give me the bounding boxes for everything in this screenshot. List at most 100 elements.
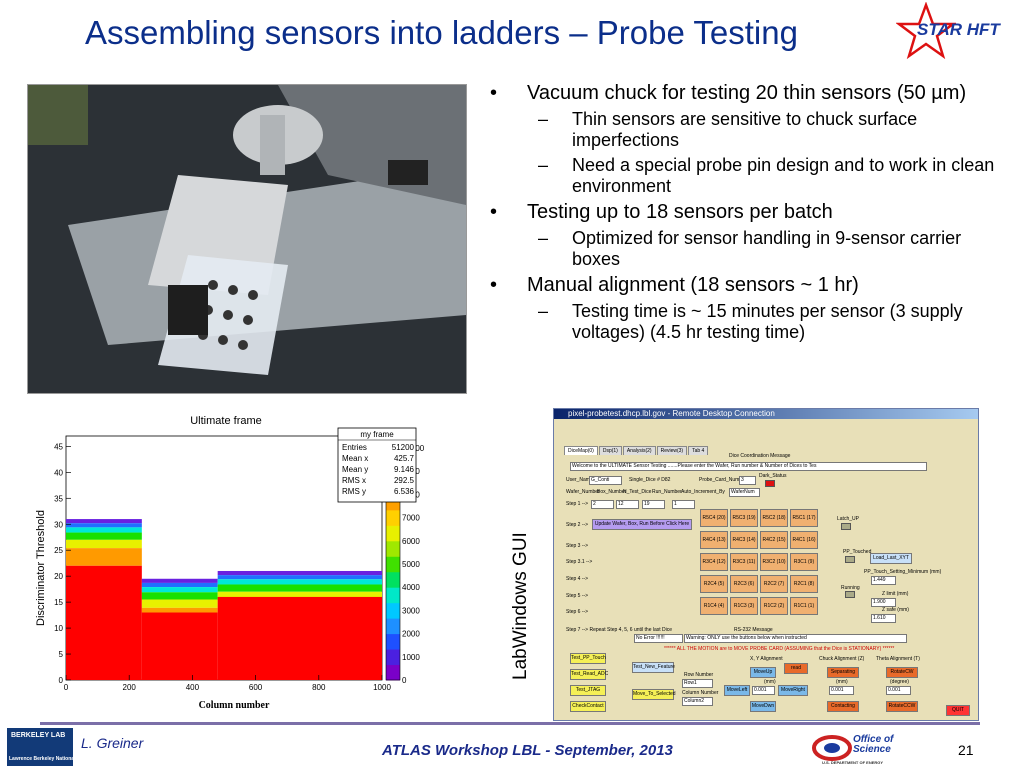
histogram-band [66, 565, 142, 680]
histogram-band [141, 587, 218, 593]
run-number-field[interactable]: 1 [672, 500, 695, 509]
move-right-button[interactable]: MoveRight [778, 685, 808, 696]
histogram-band [66, 523, 142, 528]
dice-button[interactable]: R4C4 (13) [700, 531, 728, 549]
dice-button[interactable]: R1C3 (3) [730, 597, 758, 615]
xy-step-field[interactable]: 0.001 [752, 686, 775, 695]
auto-increment-label: Auto_Increment_By [681, 489, 725, 495]
contacting-button[interactable]: Contacting [827, 701, 859, 712]
palette-swatch [386, 556, 400, 573]
y-tick-label: 10 [54, 624, 63, 633]
user-name-label: User_Name [566, 477, 593, 483]
dice-button[interactable]: R4C2 (15) [760, 531, 788, 549]
read-button[interactable]: read [784, 663, 808, 674]
stats-value: 9.146 [394, 465, 415, 474]
doe-title-line-2: Science [853, 744, 891, 755]
z-safe-field[interactable]: 1.610 [871, 614, 896, 623]
dice-button[interactable]: R3C2 (10) [760, 553, 788, 571]
dice-button[interactable]: R2C2 (7) [760, 575, 788, 593]
box-number-field[interactable]: 12 [616, 500, 639, 509]
z-tick-label: 6000 [402, 537, 420, 546]
dice-button[interactable]: R1C2 (2) [760, 597, 788, 615]
palette-swatch [386, 571, 400, 588]
column-number-field[interactable]: Column2 [682, 697, 713, 706]
histogram-band [217, 575, 382, 580]
box-num-label: Box_Number [597, 489, 627, 495]
dice-button[interactable]: R4C1 (16) [790, 531, 818, 549]
tab-review[interactable]: Review(3) [656, 446, 688, 455]
auto-increment-field[interactable]: WaferNum [729, 488, 760, 497]
dice-button[interactable]: R5C4 (20) [700, 509, 728, 527]
step4-label: Step 4 --> [566, 576, 589, 582]
stats-label: Mean x [342, 454, 368, 463]
dark-status-label: Dark_Status [759, 473, 787, 479]
theta-step-field[interactable]: 0.001 [886, 686, 911, 695]
test-jtag-button[interactable]: Test_JTAG [570, 685, 606, 696]
move-to-selected-button[interactable]: Move_To_Selected [632, 689, 676, 700]
palette-swatch [386, 540, 400, 557]
dice-button[interactable]: R3C3 (11) [730, 553, 758, 571]
test-new-feature-button[interactable]: Test_New_Feature [632, 662, 675, 673]
test-read-adc-button[interactable]: Test_Read_ADC [570, 669, 608, 680]
histogram-band [66, 532, 142, 540]
pp-touched-label: PP_Touched [843, 549, 872, 555]
user-name-field[interactable]: G_Conti [589, 476, 622, 485]
load-last-xyt-button[interactable]: Load_Last_XYT [870, 553, 912, 564]
berkeley-lab-logo-text: Lawrence Berkeley National Laboratory [9, 756, 103, 762]
dice-button[interactable]: R2C3 (6) [730, 575, 758, 593]
probe-card-field[interactable]: 3 [739, 476, 756, 485]
y-tick-label: 0 [59, 676, 64, 685]
z-step-field[interactable]: 0.001 [829, 686, 854, 695]
z-tick-label: 3000 [402, 606, 420, 615]
y-tick-label: 45 [54, 442, 63, 451]
dice-button[interactable]: R3C1 (9) [790, 553, 818, 571]
sub-bullet-item: Need a special probe pin design and to w… [490, 155, 1010, 197]
bullet-item: Vacuum chuck for testing 20 thin sensors… [490, 82, 1010, 105]
wafer-num-label: Wafer_Number [566, 489, 600, 495]
dice-button[interactable]: R4C3 (14) [730, 531, 758, 549]
tab-4[interactable]: Tab 4 [688, 446, 709, 455]
histogram-band [141, 607, 218, 613]
rotate-cw-button[interactable]: RotateCW [886, 667, 918, 678]
dice-button[interactable]: R5C2 (18) [760, 509, 788, 527]
z-tick-label: 7000 [402, 514, 420, 523]
dice-button[interactable]: R2C4 (5) [700, 575, 728, 593]
labwindows-gui-window: pixel-probetest.dhcp.lbl.gov - Remote De… [553, 408, 979, 721]
step7-label: Step 7 --> Repeat Step 4, 5, 6 until the… [566, 627, 673, 633]
stats-label: Mean y [342, 465, 368, 474]
histogram-band [66, 548, 142, 566]
check-contact-button[interactable]: CheckContact [570, 701, 606, 712]
quit-button[interactable]: QUIT [946, 705, 970, 716]
tab-dsp[interactable]: Dsp(1) [598, 446, 622, 455]
gui-vertical-label: LabWindows GUI [510, 532, 531, 680]
pp-touch-setting-field[interactable]: 1.449 [871, 576, 896, 585]
wafer-number-field[interactable]: 2 [591, 500, 614, 509]
rotate-ccw-button[interactable]: RotateCCW [886, 701, 918, 712]
move-left-button[interactable]: MoveLeft [724, 685, 750, 696]
footer-event: ATLAS Workshop LBL - September, 2013 [382, 742, 673, 759]
update-wafer-button[interactable]: Update Wafer, Box, Run Before Click Here [592, 519, 692, 530]
dice-button[interactable]: R1C4 (4) [700, 597, 728, 615]
test-dice-field[interactable]: 19 [642, 500, 665, 509]
dice-button[interactable]: R5C3 (19) [730, 509, 758, 527]
test-pp-touch-button[interactable]: Test_PP_Touch [570, 653, 606, 664]
row-number-field[interactable]: Row1 [682, 679, 713, 688]
dark-status-led [765, 480, 775, 487]
dice-button[interactable]: R2C1 (8) [790, 575, 818, 593]
doe-subtitle: U.S. DEPARTMENT OF ENERGY [822, 760, 884, 765]
dice-button[interactable]: R1C1 (1) [790, 597, 818, 615]
dice-button[interactable]: R5C1 (17) [790, 509, 818, 527]
palette-swatch [386, 602, 400, 619]
rs232-label: RS-232 Message [734, 627, 773, 633]
z-limit-field[interactable]: 1.900 [871, 598, 896, 607]
test-dice-label: N_Test_Dice [623, 489, 652, 495]
step5-label: Step 5 --> [566, 593, 589, 599]
separating-button[interactable]: Separating [827, 667, 859, 678]
row-number-label: Row Number [684, 672, 714, 678]
tab-analysis[interactable]: Analysis(2) [622, 446, 656, 455]
dice-button[interactable]: R3C4 (12) [700, 553, 728, 571]
tab-dicemap[interactable]: DiceMap(0) [564, 446, 598, 455]
move-up-button[interactable]: MoveUp [750, 667, 776, 678]
move-down-button[interactable]: MoveDwn [750, 701, 776, 712]
z-tick-label: 5000 [402, 560, 420, 569]
